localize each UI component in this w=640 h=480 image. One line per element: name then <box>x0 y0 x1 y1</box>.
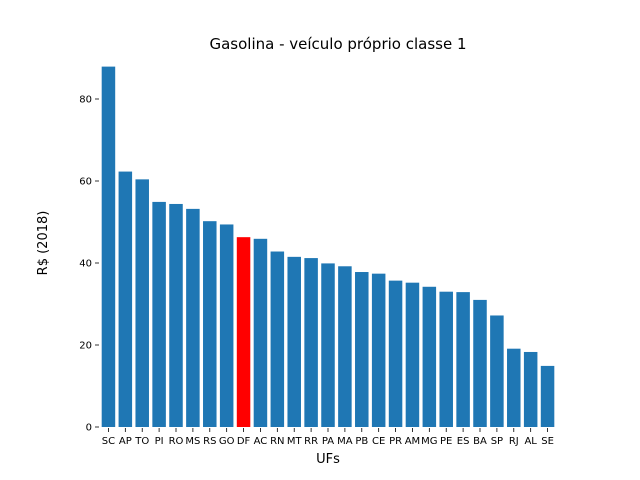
x-tick-label: PB <box>355 436 368 447</box>
bar-ro <box>169 203 183 427</box>
y-tick-label: 0 <box>86 423 92 434</box>
x-tick-label: DF <box>237 436 251 447</box>
y-tick-label: 80 <box>79 95 92 106</box>
bar-sp <box>490 315 504 427</box>
bar-go <box>219 224 234 427</box>
x-tick-label: MG <box>421 436 437 447</box>
x-tick-label: RJ <box>509 436 519 447</box>
bar-rs <box>203 221 217 427</box>
x-tick-label: AC <box>254 436 268 447</box>
bar-sc <box>101 66 116 428</box>
bar-ac <box>253 238 268 427</box>
y-tick-label: 40 <box>79 259 92 270</box>
bar-df <box>236 237 251 427</box>
bar-rn <box>270 251 285 427</box>
bar-pb <box>355 272 369 427</box>
bar-rr <box>304 258 318 427</box>
bar-mt <box>287 256 301 427</box>
bar-se <box>540 365 555 427</box>
x-tick-label: SP <box>491 436 503 447</box>
bar-rj <box>507 348 521 427</box>
x-tick-label: BA <box>473 436 487 447</box>
x-tick-label: MS <box>185 436 200 447</box>
bar-al <box>523 351 538 427</box>
x-tick-label: PE <box>440 436 452 447</box>
x-tick-label: CE <box>372 436 385 447</box>
x-tick-label: PA <box>322 436 334 447</box>
x-tick-label: RR <box>304 436 318 447</box>
bar-mg <box>422 286 437 427</box>
bar-am <box>405 282 420 427</box>
bar-pi <box>152 201 166 427</box>
bar-ce <box>371 273 386 427</box>
bar-ma <box>338 266 352 427</box>
x-tick-label: RO <box>169 436 184 447</box>
x-tick-label: MA <box>337 436 353 447</box>
chart-title: Gasolina - veículo próprio classe 1 <box>209 35 466 53</box>
x-tick-label: GO <box>219 436 235 447</box>
x-tick-label: RN <box>270 436 284 447</box>
x-axis-label: UFs <box>316 452 340 467</box>
x-tick-label: MT <box>287 436 303 447</box>
bar-ap <box>118 171 133 427</box>
y-axis-label: R$ (2018) <box>36 211 51 276</box>
x-tick-label: SE <box>541 436 554 447</box>
x-tick-label: PR <box>389 436 402 447</box>
bar-pa <box>321 263 335 427</box>
bar-pe <box>439 291 453 427</box>
x-tick-label: SC <box>102 436 115 447</box>
bar-ms <box>186 208 200 427</box>
y-tick-label: 60 <box>79 177 92 188</box>
y-tick-label: 20 <box>79 341 92 352</box>
bar-ba <box>473 299 487 427</box>
x-tick-label: AM <box>405 436 420 447</box>
x-tick-label: ES <box>457 436 470 447</box>
bar-pr <box>388 280 403 427</box>
x-tick-label: TO <box>134 436 149 447</box>
x-tick-label: RS <box>203 436 216 447</box>
bar-to <box>135 179 149 427</box>
x-tick-label: AP <box>119 436 132 447</box>
x-tick-label: PI <box>155 436 164 447</box>
x-tick-label: AL <box>524 436 537 447</box>
bar-es <box>456 292 470 427</box>
